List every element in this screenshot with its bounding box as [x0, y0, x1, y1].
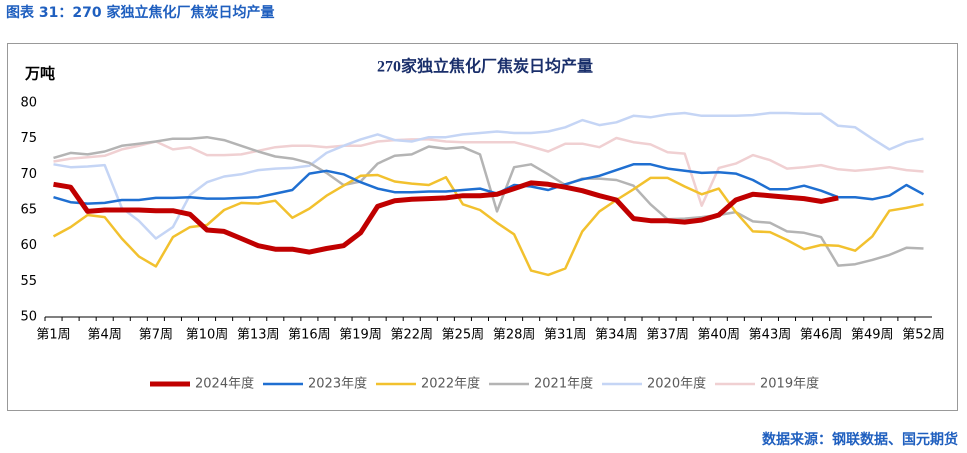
legend-label: 2019年度 [760, 376, 819, 392]
x-tick-label: 第10周 [186, 328, 229, 343]
x-tick-label: 第1周 [36, 328, 70, 343]
legend-label: 2022年度 [421, 376, 480, 392]
chart-frame [7, 43, 958, 411]
legend-label: 2021年度 [534, 376, 593, 392]
y-axis-label: 万吨 [24, 65, 55, 83]
series-line [53, 135, 924, 267]
y-tick-label: 60 [20, 238, 37, 253]
y-tick-label: 70 [20, 167, 37, 182]
x-tick-label: 第7周 [139, 328, 173, 343]
x-tick-label: 第19周 [339, 328, 382, 343]
series-line [53, 163, 925, 205]
x-tick-label: 第16周 [288, 328, 331, 343]
x-tick-label: 第4周 [88, 328, 122, 343]
x-tick-label: 第52周 [902, 328, 945, 343]
series-line [53, 136, 924, 207]
x-tick-label: 第37周 [646, 328, 689, 343]
x-tick-label: 第13周 [237, 328, 280, 343]
series-line [53, 111, 924, 240]
chart-title: 270家独立焦化厂焦炭日均产量 [377, 57, 593, 76]
y-tick-label: 55 [20, 274, 37, 289]
x-tick-label: 第34周 [595, 328, 638, 343]
x-tick-label: 第31周 [544, 328, 587, 343]
legend-label: 2023年度 [308, 376, 367, 392]
x-tick-label: 第46周 [800, 328, 843, 343]
x-tick-label: 第25周 [442, 328, 485, 343]
page-title: 图表 31：270 家独立焦化厂焦炭日均产量 [6, 4, 274, 21]
x-tick-label: 第28周 [493, 328, 536, 343]
legend-label: 2020年度 [647, 376, 706, 392]
legend-label: 2024年度 [195, 376, 254, 392]
x-tick-label: 第22周 [390, 328, 433, 343]
y-tick-label: 50 [20, 310, 37, 325]
y-tick-label: 80 [20, 96, 37, 111]
source: 数据来源：钢联数据、国元期货 [762, 431, 958, 448]
x-tick-label: 第49周 [851, 328, 894, 343]
x-tick-label: 第43周 [749, 328, 792, 343]
series-line [53, 180, 839, 255]
y-tick-label: 75 [20, 131, 37, 146]
series-line [52, 173, 924, 277]
y-tick-label: 65 [20, 203, 37, 218]
x-tick-label: 第40周 [698, 328, 741, 343]
